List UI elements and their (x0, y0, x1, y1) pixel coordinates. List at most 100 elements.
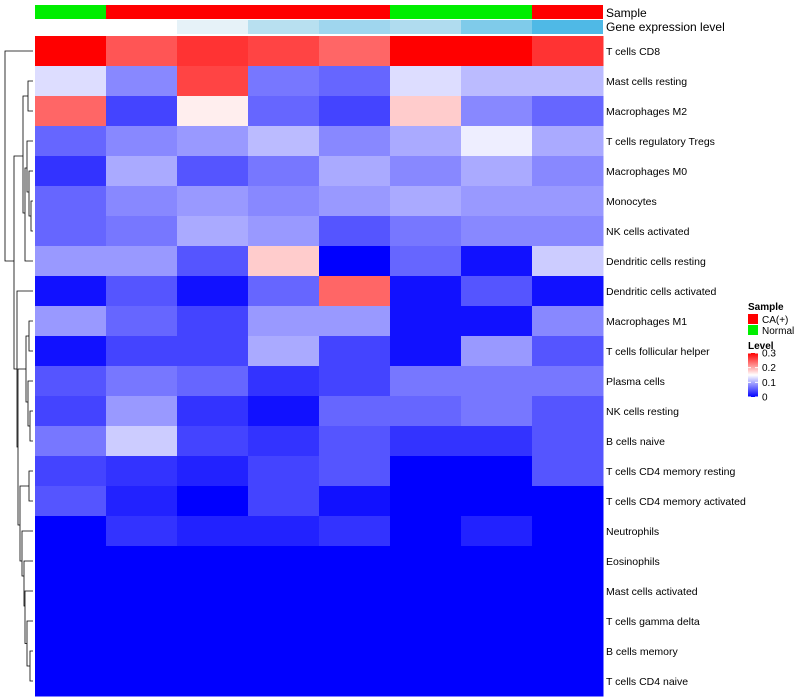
level-tick-label: 0 (762, 393, 768, 404)
heatmap-cell (390, 66, 462, 97)
heatmap-cell (390, 366, 462, 397)
heatmap-cell (319, 486, 391, 517)
heatmap-cell (390, 396, 462, 427)
row-dendrogram (4, 50, 33, 682)
heatmap-cell (35, 186, 107, 217)
heatmap-cell (532, 96, 604, 127)
heatmap-cell (177, 546, 249, 577)
heatmap-cell (177, 576, 249, 607)
row-label: NK cells activated (606, 226, 690, 238)
heatmap-cell (248, 606, 320, 637)
heatmap-cell (532, 216, 604, 247)
dendrogram-branch (30, 200, 33, 232)
sample-legend-swatch (748, 314, 758, 324)
heatmap-cell (390, 426, 462, 457)
heatmap-cell (319, 366, 391, 397)
heatmap-cell (461, 546, 533, 577)
row-label: T cells CD4 naive (606, 676, 688, 688)
heatmap-cell (532, 546, 604, 577)
heatmap-cell (390, 306, 462, 337)
heatmap-cell (390, 606, 462, 637)
heatmap-cell (532, 396, 604, 427)
heatmap-cell (106, 96, 178, 127)
sample-annotation-cell (35, 5, 106, 19)
heatmap-cell (319, 156, 391, 187)
level-tick-label: 0.2 (762, 363, 776, 374)
heatmap-cell (106, 186, 178, 217)
dendrogram-branch (27, 380, 33, 427)
heatmap-cell (390, 246, 462, 277)
heatmap-cell (319, 336, 391, 367)
sample-legend-title: Sample (748, 302, 784, 313)
heatmap-cell (248, 186, 320, 217)
heatmap-cell (248, 396, 320, 427)
heatmap-cell (461, 516, 533, 547)
heatmap-cell (319, 636, 391, 667)
row-label: NK cells resting (606, 406, 679, 418)
heatmap-cell (35, 36, 107, 67)
dendrogram-branch (19, 485, 29, 562)
heatmap-cell (532, 276, 604, 307)
dendrogram-branch (4, 50, 33, 262)
sample-legend-label: CA(+) (762, 315, 788, 326)
sample-annotation-cell (248, 5, 319, 19)
heatmap-cell (248, 246, 320, 277)
heatmap-cell (106, 276, 178, 307)
heatmap-cell (177, 276, 249, 307)
heatmap-cell (106, 546, 178, 577)
heatmap-cell (532, 36, 604, 67)
heatmap-cell (35, 636, 107, 667)
heatmap-cell (532, 666, 604, 697)
sample-legend-label: Normal (762, 326, 794, 337)
heatmap-cell (177, 66, 249, 97)
dendrogram-branch (29, 650, 33, 682)
heatmap-cell (177, 456, 249, 487)
heatmap-cell (177, 366, 249, 397)
expression-annotation-cell (461, 20, 532, 34)
heatmap-cell (106, 36, 178, 67)
level-tick-label: 0.1 (762, 378, 776, 389)
heatmap-cell (532, 426, 604, 457)
dendrogram-branch (27, 80, 33, 112)
sample-annotation-cell (106, 5, 177, 19)
dendrogram-branch (26, 140, 33, 193)
heatmap-cell (390, 456, 462, 487)
row-label: T cells regulatory Tregs (606, 136, 715, 148)
dendrogram-branch (21, 530, 33, 577)
heatmap-cell (461, 666, 533, 697)
expression-annotation-cell (390, 20, 461, 34)
heatmap-cell (35, 516, 107, 547)
row-label: Dendritic cells resting (606, 256, 706, 268)
heatmap-cell (35, 336, 107, 367)
heatmap-cell (461, 606, 533, 637)
heatmap-cell (35, 306, 107, 337)
row-label: Macrophages M2 (606, 106, 687, 118)
heatmap-cell (177, 246, 249, 277)
heatmap-cell (461, 576, 533, 607)
heatmap-cell (461, 456, 533, 487)
row-label: Eosinophils (606, 556, 660, 568)
sample-annotation-cell (532, 5, 603, 19)
heatmap-cell (390, 216, 462, 247)
heatmap-cell (35, 126, 107, 157)
dendrogram-branch (28, 170, 33, 217)
heatmap-cell (248, 486, 320, 517)
heatmap-cell (390, 516, 462, 547)
legend: Sample CA(+)Normal Level 0.3 0.2 0.1 0 (748, 302, 794, 404)
heatmap-cell (177, 636, 249, 667)
heatmap-cell (248, 336, 320, 367)
heatmap-cell (390, 276, 462, 307)
heatmap-cell (106, 666, 178, 697)
heatmap-cell (35, 276, 107, 307)
heatmap-cell (319, 426, 391, 457)
heatmap-cell (177, 336, 249, 367)
heatmap-cell (106, 606, 178, 637)
heatmap-cell (319, 396, 391, 427)
heatmap-cell (106, 336, 178, 367)
sample-annotation-cell (461, 5, 532, 19)
heatmap-cell (319, 576, 391, 607)
heatmap-cell (390, 576, 462, 607)
heatmap-cell (248, 546, 320, 577)
heatmap-cell (177, 516, 249, 547)
